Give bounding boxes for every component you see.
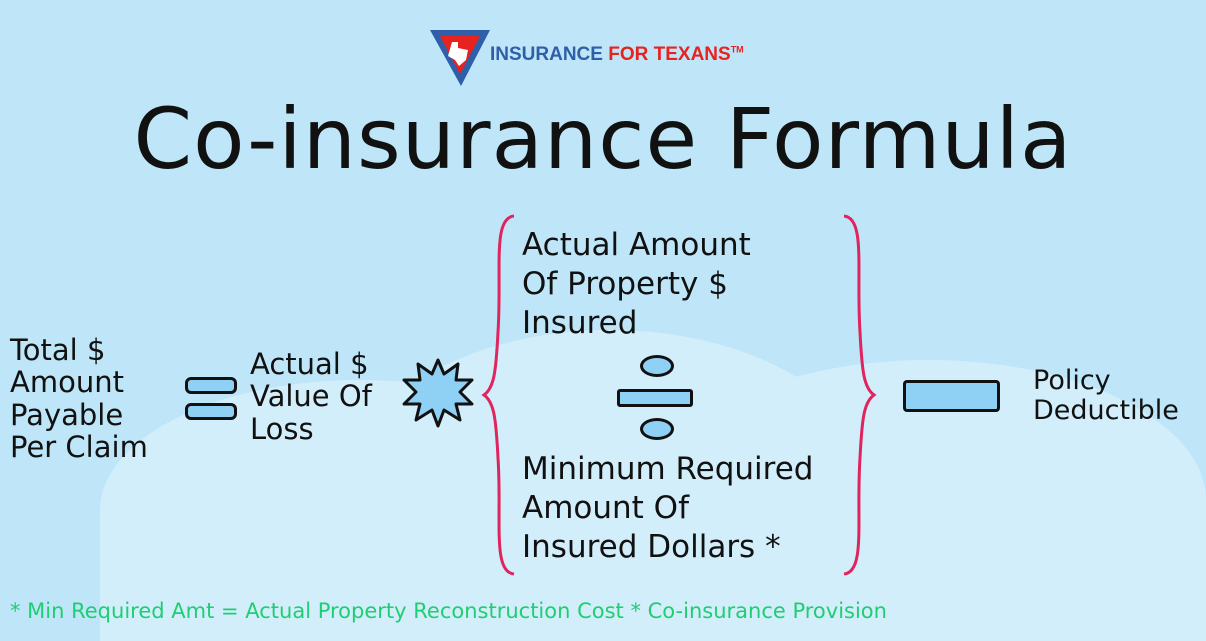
numerator: Actual Amount Of Property $ Insured <box>522 227 751 341</box>
logo-tm: TM <box>730 44 744 55</box>
right-brace-icon <box>843 214 877 576</box>
footnote: * Min Required Amt = Actual Property Rec… <box>10 599 887 623</box>
starburst-multiply-icon <box>402 358 474 428</box>
minus-icon <box>903 380 1000 412</box>
logo-text-blue: INSURANCE <box>490 44 603 65</box>
denominator: Minimum Required Amount Of Insured Dolla… <box>522 451 814 565</box>
page-title: Co-insurance Formula <box>133 90 1073 188</box>
logo: INSURANCE FOR TEXANSTM <box>428 26 744 88</box>
value-term: Actual $ Value Of Loss <box>250 347 372 446</box>
left-term: Total $ Amount Payable Per Claim <box>10 333 148 465</box>
logo-text-red: FOR TEXANS <box>608 44 731 65</box>
left-brace-icon <box>481 214 515 576</box>
logo-shield-icon <box>430 30 490 86</box>
cloud <box>900 420 1206 641</box>
right-term: Policy Deductible <box>1033 365 1179 427</box>
